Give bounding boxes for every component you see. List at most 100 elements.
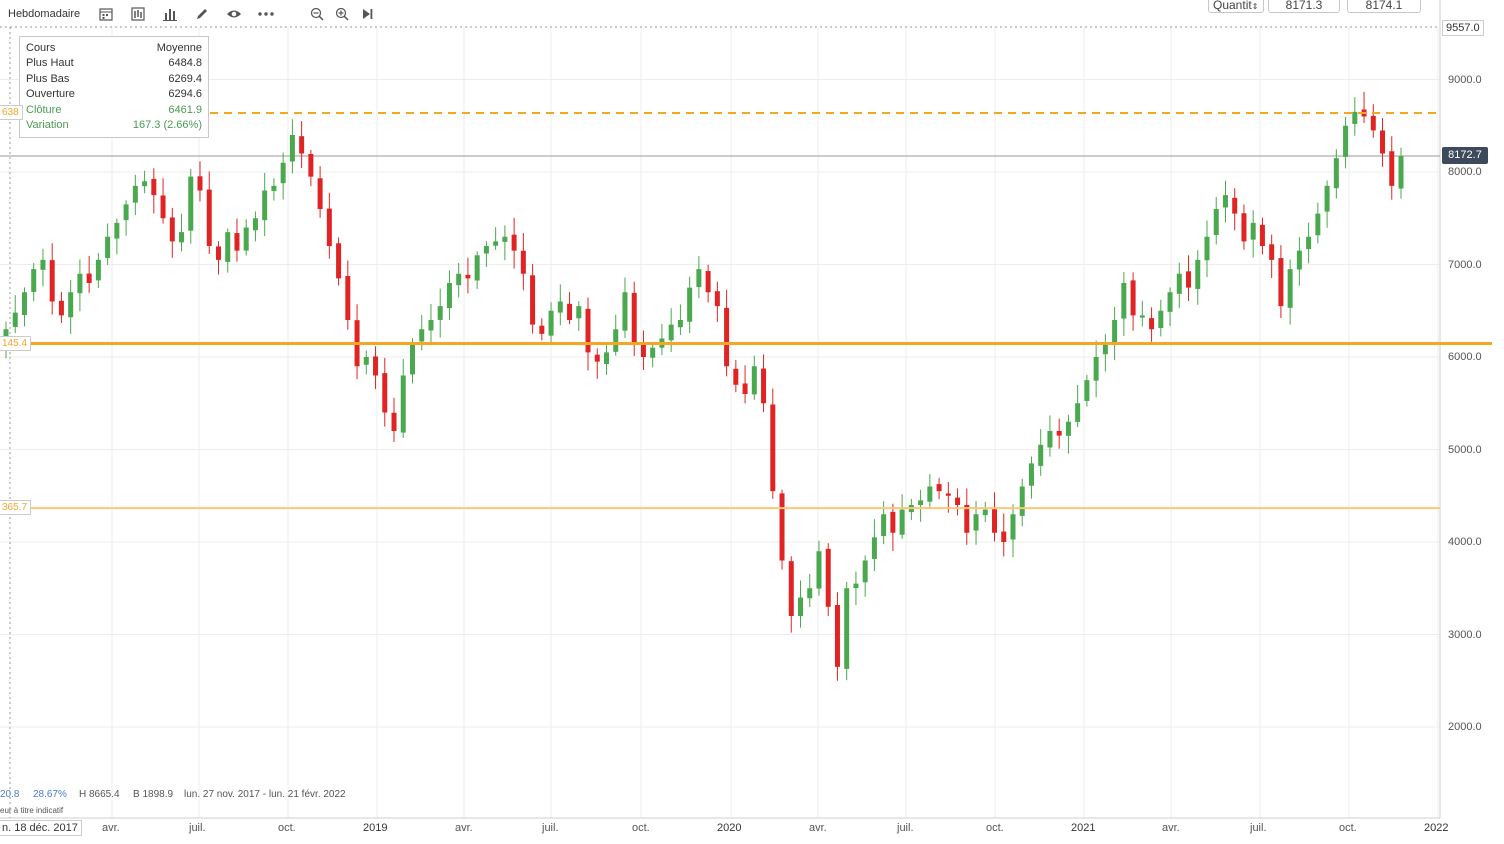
candle-body — [132, 185, 138, 203]
candle-body — [446, 283, 452, 309]
candle-body — [594, 354, 600, 362]
current-price-label: 8172.7 — [1442, 147, 1488, 164]
scroll-to-end-icon[interactable] — [357, 4, 377, 24]
candle-body — [382, 373, 388, 413]
quantity-input[interactable]: Quantit⇕ — [1208, 0, 1264, 13]
stat-change-percent: 28.67% — [33, 789, 67, 800]
x-tick-label: oct. — [278, 822, 296, 834]
candle-body — [1075, 403, 1081, 422]
candle-body — [1158, 310, 1164, 328]
x-tick-label: oct. — [986, 822, 1004, 834]
tooltip-value: 6484.8 — [168, 57, 202, 69]
candle-body — [1389, 151, 1395, 186]
ask-price[interactable]: 8174.1 — [1347, 0, 1421, 13]
candle-body — [12, 312, 18, 327]
x-tick-label: avr. — [1162, 822, 1180, 834]
y-tick-label: 6000.0 — [1448, 351, 1482, 363]
candle-body — [936, 484, 942, 492]
x-tick-label: 2021 — [1071, 822, 1096, 834]
candle-body — [373, 356, 379, 376]
candle-body — [761, 368, 767, 404]
candle-body — [853, 583, 859, 589]
candle-body — [151, 178, 157, 196]
indicators-icon[interactable] — [160, 4, 180, 24]
candle-body — [613, 329, 619, 352]
period-selector[interactable]: Hebdomadaire — [8, 8, 81, 20]
zoom-out-icon[interactable] — [307, 4, 327, 24]
quantity-stepper-icon[interactable]: ⇕ — [1251, 2, 1259, 11]
candle-body — [234, 233, 240, 251]
candle-body — [502, 236, 508, 242]
candle-body — [1056, 431, 1062, 436]
draw-pencil-icon[interactable] — [192, 4, 212, 24]
y-tick-label: 2000.0 — [1448, 721, 1482, 733]
candle-body — [1278, 258, 1284, 307]
zoom-in-icon[interactable] — [332, 4, 352, 24]
x-tick-label: avr. — [455, 822, 473, 834]
candle-body — [1065, 421, 1071, 436]
candle-body — [409, 343, 415, 375]
candle-body — [326, 208, 332, 246]
candle-body — [530, 275, 536, 325]
level-tag-mid[interactable]: 145.4 — [0, 336, 32, 351]
level-tag-top[interactable]: 638 — [0, 105, 23, 120]
more-options-icon[interactable] — [256, 4, 276, 24]
candle-body — [982, 509, 988, 516]
candle-body — [68, 292, 74, 318]
candle-body — [391, 412, 397, 431]
candle-body — [1186, 271, 1192, 288]
candle-body — [816, 551, 822, 589]
tooltip-value: 167.3 (2.66%) — [132, 119, 202, 131]
candle-body — [1296, 250, 1302, 270]
candle-body — [1222, 195, 1228, 208]
candle-body — [677, 320, 683, 328]
candle-body — [567, 303, 573, 320]
candle-body — [1038, 444, 1044, 466]
candle-body — [363, 357, 369, 365]
y-tick-label: 3000.0 — [1448, 629, 1482, 641]
tooltip-label: Variation — [26, 119, 69, 131]
stat-change: 20.8 — [0, 789, 20, 800]
eye-icon[interactable] — [224, 4, 244, 24]
candle-body — [668, 324, 674, 341]
stat-high: H 8665.4 — [79, 789, 120, 800]
candle-body — [520, 250, 526, 274]
candle-body — [252, 218, 258, 231]
bid-price[interactable]: 8171.3 — [1268, 0, 1340, 13]
candle-body — [1084, 380, 1090, 401]
candle-body — [714, 291, 720, 307]
candle-body — [1306, 236, 1312, 250]
x-tick-label: 2022 — [1424, 822, 1449, 834]
x-tick-label: 2020 — [717, 822, 742, 834]
candle-body — [1149, 318, 1155, 330]
y-axis-top-label: 9557.0 — [1442, 20, 1484, 36]
candle-body — [493, 241, 499, 246]
candle-body — [49, 260, 55, 302]
candle-body — [77, 273, 83, 294]
candle-body — [1112, 320, 1118, 345]
candle-body — [1287, 269, 1293, 308]
candle-body — [955, 497, 961, 505]
candle-body — [798, 597, 804, 617]
level-tag-low[interactable]: 365.7 — [0, 500, 32, 515]
candle-body — [705, 271, 711, 293]
candle-body — [724, 307, 730, 367]
x-tick-label: avr. — [102, 822, 120, 834]
tooltip-label: Plus Haut — [26, 57, 74, 69]
candle-body — [1010, 514, 1016, 540]
candle-body — [881, 514, 887, 536]
candle-body — [1047, 431, 1053, 448]
chart-type-icon[interactable] — [128, 4, 148, 24]
calendar-icon[interactable] — [96, 4, 116, 24]
candle-body — [825, 548, 831, 607]
candle-body — [262, 190, 268, 221]
candle-body — [1093, 357, 1099, 381]
candle-body — [21, 292, 27, 316]
candle-body — [1001, 531, 1007, 542]
y-tick-label: 9000.0 — [1448, 74, 1482, 86]
tooltip-value: 6269.4 — [168, 73, 202, 85]
candle-body — [308, 153, 314, 177]
candle-body — [428, 320, 434, 331]
candle-body — [1333, 158, 1339, 189]
